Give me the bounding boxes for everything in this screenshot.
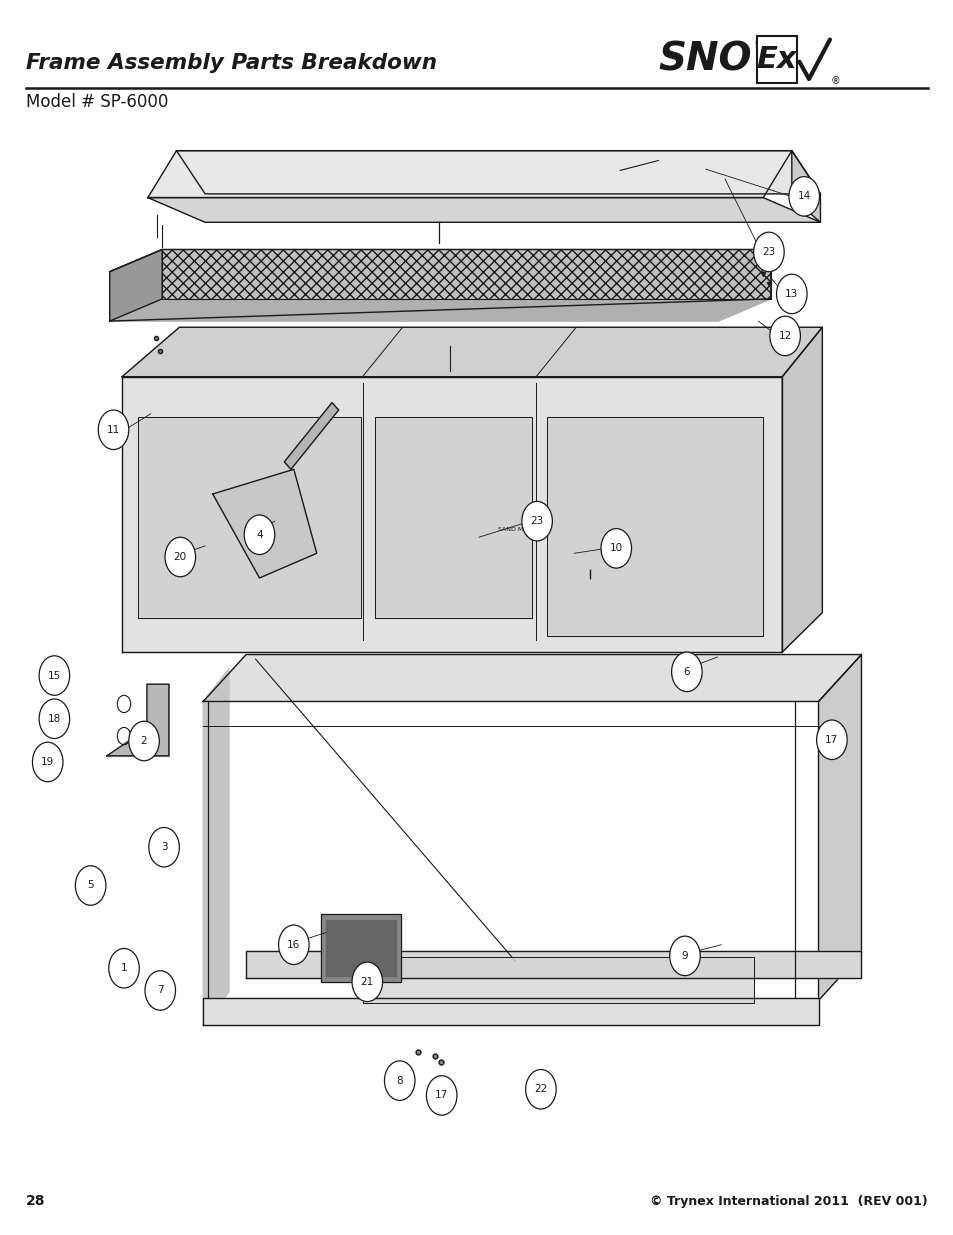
Text: © Trynex International 2011  (REV 001): © Trynex International 2011 (REV 001) [650, 1195, 927, 1208]
Text: 2: 2 [141, 736, 147, 746]
Circle shape [600, 529, 631, 568]
Text: 17: 17 [435, 1091, 448, 1100]
Circle shape [75, 866, 106, 905]
Circle shape [145, 971, 175, 1010]
Polygon shape [213, 469, 316, 578]
Text: ®: ® [830, 77, 840, 86]
Polygon shape [110, 299, 770, 321]
Circle shape [278, 925, 309, 965]
Text: 11: 11 [107, 425, 120, 435]
Text: 7: 7 [157, 986, 163, 995]
Circle shape [384, 1061, 415, 1100]
Polygon shape [326, 920, 395, 976]
Text: 21: 21 [360, 977, 374, 987]
Text: 1: 1 [121, 963, 127, 973]
Polygon shape [176, 151, 820, 194]
Polygon shape [122, 377, 781, 652]
Text: 10: 10 [609, 543, 622, 553]
Circle shape [521, 501, 552, 541]
Text: SNOW: SNOW [658, 41, 794, 78]
Text: 13: 13 [784, 289, 798, 299]
Polygon shape [110, 249, 162, 321]
Text: 18: 18 [48, 714, 61, 724]
Circle shape [244, 515, 274, 555]
Text: Ex: Ex [756, 44, 796, 74]
Text: 23: 23 [761, 247, 775, 257]
Polygon shape [781, 327, 821, 652]
Circle shape [39, 656, 70, 695]
Polygon shape [546, 417, 762, 636]
Polygon shape [321, 914, 400, 982]
Text: 5: 5 [88, 881, 93, 890]
Circle shape [426, 1076, 456, 1115]
Polygon shape [203, 998, 818, 1025]
Polygon shape [791, 151, 820, 222]
Text: Model # SP-6000: Model # SP-6000 [26, 94, 168, 111]
Circle shape [769, 316, 800, 356]
Circle shape [669, 936, 700, 976]
Text: SAND MIX: SAND MIX [497, 527, 528, 532]
Text: 23: 23 [530, 516, 543, 526]
Circle shape [109, 948, 139, 988]
Text: 14: 14 [797, 191, 810, 201]
Polygon shape [107, 684, 169, 756]
Circle shape [352, 962, 382, 1002]
Circle shape [39, 699, 70, 739]
Polygon shape [375, 417, 532, 618]
Text: 3: 3 [161, 842, 167, 852]
Circle shape [129, 721, 159, 761]
Text: Frame Assembly Parts Breakdown: Frame Assembly Parts Breakdown [26, 53, 436, 73]
Circle shape [32, 742, 63, 782]
Text: 17: 17 [824, 735, 838, 745]
Circle shape [98, 410, 129, 450]
Polygon shape [138, 417, 360, 618]
Text: 28: 28 [26, 1194, 45, 1208]
Text: 16: 16 [287, 940, 300, 950]
Text: 4: 4 [256, 530, 262, 540]
Polygon shape [203, 655, 861, 701]
Circle shape [165, 537, 195, 577]
Polygon shape [362, 957, 753, 1003]
Text: 20: 20 [173, 552, 187, 562]
Text: 22: 22 [534, 1084, 547, 1094]
Text: 6: 6 [683, 667, 689, 677]
Polygon shape [246, 951, 861, 978]
Text: 9: 9 [681, 951, 687, 961]
Polygon shape [122, 327, 821, 377]
Polygon shape [162, 249, 770, 299]
Text: 12: 12 [778, 331, 791, 341]
Polygon shape [284, 403, 338, 469]
Polygon shape [818, 655, 861, 1000]
Text: 8: 8 [396, 1076, 402, 1086]
Circle shape [776, 274, 806, 314]
Circle shape [788, 177, 819, 216]
Circle shape [149, 827, 179, 867]
Polygon shape [148, 151, 791, 198]
Text: 19: 19 [41, 757, 54, 767]
Circle shape [753, 232, 783, 272]
Circle shape [816, 720, 846, 760]
FancyBboxPatch shape [756, 36, 796, 83]
Circle shape [525, 1070, 556, 1109]
Text: 15: 15 [48, 671, 61, 680]
Polygon shape [203, 668, 229, 1025]
Polygon shape [148, 198, 820, 222]
Circle shape [671, 652, 701, 692]
